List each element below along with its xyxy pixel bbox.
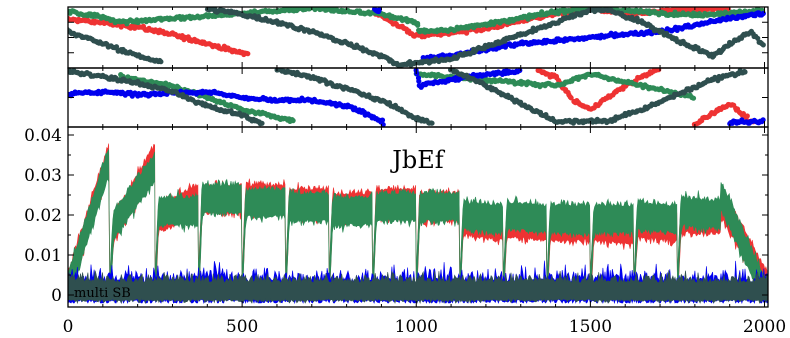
middle-series-2: [68, 68, 766, 127]
top-scatter-panel: [67, 6, 769, 69]
bottom-frame: [67, 126, 769, 308]
multi-sb-annotation: multi SB: [74, 286, 131, 301]
scatter-point: [259, 120, 265, 126]
scatter-point: [742, 69, 748, 75]
middle-series-0: [535, 68, 756, 127]
top-series-3: [68, 7, 766, 68]
scatter-point: [379, 117, 386, 123]
y-tick-label: 0.04: [24, 126, 62, 146]
scatter-point: [568, 95, 574, 101]
area-series-3: [68, 270, 768, 305]
scatter-point: [416, 78, 422, 84]
chart-title: JbEf: [389, 146, 446, 174]
x-tick-label: 1000: [395, 317, 438, 337]
scatter-point: [113, 44, 120, 50]
middle-scatter-panel: [67, 67, 769, 128]
y-tick-label: 0.03: [24, 166, 62, 186]
scatter-point: [429, 120, 435, 126]
scatter-point: [760, 42, 766, 48]
scatter-point: [755, 35, 761, 41]
bottom-area-panel: 0 0.01 0.02 0.03 0.04 0 500 1000 1500 2000: [24, 126, 786, 337]
x-tick-label: 0: [63, 317, 74, 337]
scatter-point: [415, 22, 421, 28]
middle-points: [68, 68, 766, 127]
x-tick-label: 500: [226, 317, 258, 337]
scatter-point: [290, 118, 296, 124]
top-series-1: [68, 7, 766, 35]
scatter-point: [158, 59, 164, 65]
scatter-point: [245, 51, 251, 57]
y-tick-label: 0.01: [24, 246, 62, 266]
x-tick-label: 1500: [569, 317, 612, 337]
scatter-point: [744, 113, 750, 119]
y-tick-label: 0.02: [24, 206, 62, 226]
x-tick-label: 2000: [743, 317, 786, 337]
scatter-point: [760, 10, 766, 17]
scatter-point: [376, 7, 382, 13]
y-tick-label: 0: [51, 286, 62, 306]
middle-series-3: [68, 68, 748, 127]
top-points: [68, 7, 766, 68]
scatter-point: [690, 95, 697, 101]
